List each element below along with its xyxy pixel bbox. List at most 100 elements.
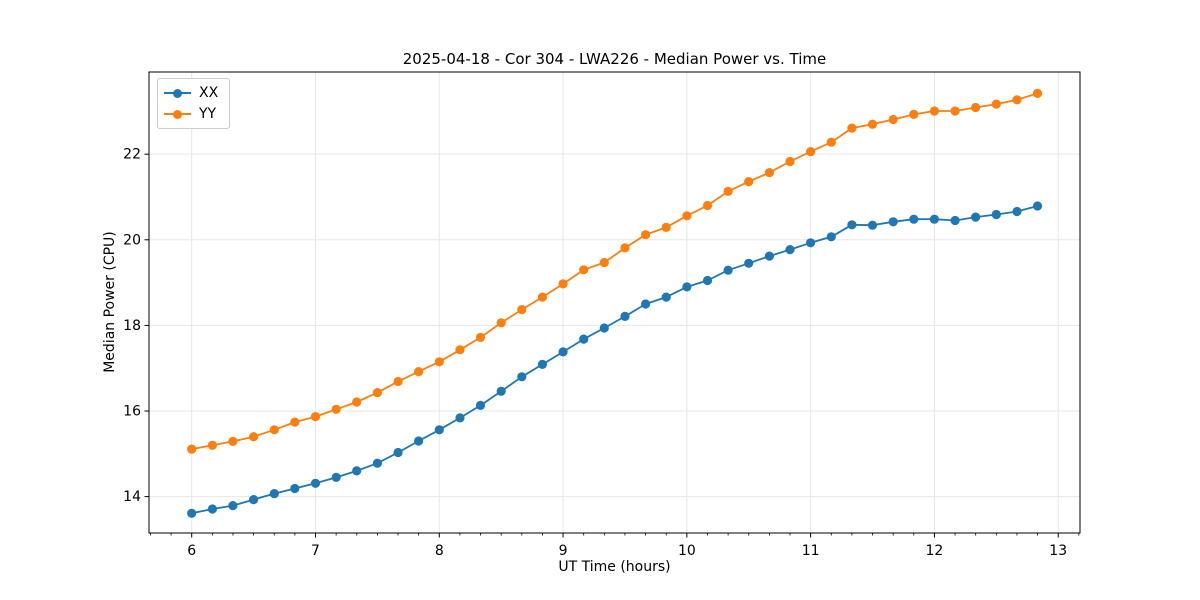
data-point-marker-xx [372,458,382,468]
data-point-marker-xx [661,292,671,302]
data-point-marker-yy [971,102,981,113]
data-point-marker-yy [372,388,382,398]
data-point-marker-yy [785,156,795,167]
data-point-marker-yy [806,147,816,157]
data-point-marker-xx [455,413,465,423]
data-point-marker-yy [620,243,630,253]
data-point-marker-xx [702,275,713,286]
data-point-marker-xx [352,466,362,476]
legend-label-xx: XX [199,85,219,101]
x-tick-label: 13 [1049,543,1067,559]
data-point-marker-xx [290,483,300,494]
data-point-marker-xx [950,215,960,226]
data-point-marker-yy [310,412,321,422]
data-point-marker-xx [785,245,795,255]
data-point-marker-xx [744,258,754,268]
y-tick-label: 22 [123,147,141,163]
data-point-marker-xx [579,334,589,344]
data-point-marker-yy [290,417,300,427]
data-point-marker-xx [228,501,238,511]
y-axis-label: Median Power (CPU) [102,231,118,373]
data-point-marker-yy [909,109,919,119]
data-point-marker-yy [249,432,259,442]
data-point-marker-yy [331,404,341,414]
data-point-marker-xx [723,265,733,275]
x-tick-label: 8 [435,543,444,559]
data-point-marker-xx [558,347,568,357]
data-point-marker-yy [723,186,733,196]
data-point-marker-xx [826,232,836,242]
data-point-marker-xx [847,220,857,230]
series-line-xx [190,205,1039,515]
data-point-marker-xx [310,478,321,488]
legend-line-marker-sample-xx [164,88,191,99]
data-point-marker-yy [496,318,506,328]
data-point-marker-xx [249,495,259,505]
data-point-marker-yy [537,292,548,302]
data-point-marker-yy [352,397,362,407]
data-point-marker-yy [1032,88,1043,98]
legend-line-marker-sample-yy [164,109,191,120]
legend-item-xx: XX [164,84,218,102]
data-point-marker-xx [475,400,486,410]
data-point-marker-xx [764,251,775,261]
data-point-marker-xx [1012,206,1022,217]
x-tick-label: 10 [678,543,696,559]
x-tick-label: 9 [559,543,568,559]
data-point-marker-xx [496,386,506,396]
data-point-marker-xx [331,472,341,482]
data-point-marker-xx [393,447,403,458]
data-point-marker-xx [682,282,692,292]
data-point-marker-yy [661,222,671,232]
chart-title: 2025-04-18 - Cor 304 - LWA226 - Median P… [402,50,827,68]
data-point-marker-yy [826,137,836,147]
data-point-marker-yy [682,211,692,221]
y-tick-label: 16 [123,403,141,419]
data-point-marker-yy [764,168,775,178]
data-point-marker-yy [187,444,197,454]
legend-marker-dot-yy [173,109,182,119]
x-tick-label: 6 [187,543,196,559]
y-tick-label: 18 [123,318,141,334]
legend-marker-dot-xx [173,88,182,98]
data-point-marker-yy [228,436,238,446]
data-point-marker-yy [393,376,403,387]
data-point-marker-xx [517,372,527,382]
data-point-marker-yy [434,357,444,367]
data-point-marker-xx [269,489,279,499]
series-line-yy [190,92,1039,451]
legend: XX YY [157,78,231,129]
data-point-marker-yy [847,123,857,133]
data-point-marker-xx [434,425,444,435]
y-tick-label: 14 [123,489,141,505]
data-point-marker-yy [517,305,527,315]
data-point-marker-yy [929,106,940,116]
data-point-marker-xx [187,508,197,518]
data-point-marker-yy [599,257,609,268]
legend-label-yy: YY [199,106,217,122]
data-point-marker-yy [269,425,279,435]
data-point-marker-xx [929,214,940,224]
data-point-marker-xx [806,238,816,248]
data-point-marker-yy [950,106,960,116]
data-point-marker-yy [702,200,713,211]
data-point-marker-xx [599,323,609,333]
data-point-marker-xx [620,311,630,321]
x-tick-label: 11 [802,543,820,559]
data-point-marker-xx [1032,201,1043,211]
data-point-marker-yy [579,265,589,275]
data-point-marker-yy [414,367,424,377]
legend-item-yy: YY [164,105,218,123]
x-axis-label: UT Time (hours) [558,559,671,575]
data-point-marker-xx [867,220,878,230]
data-point-marker-yy [991,99,1001,109]
data-point-marker-xx [207,504,217,514]
y-tick-label: 20 [123,232,141,248]
data-point-marker-xx [971,212,981,222]
data-point-marker-xx [537,359,548,369]
data-point-marker-xx [641,299,651,309]
data-point-marker-xx [991,209,1001,220]
data-point-marker-yy [455,345,465,355]
data-point-marker-yy [867,119,878,129]
